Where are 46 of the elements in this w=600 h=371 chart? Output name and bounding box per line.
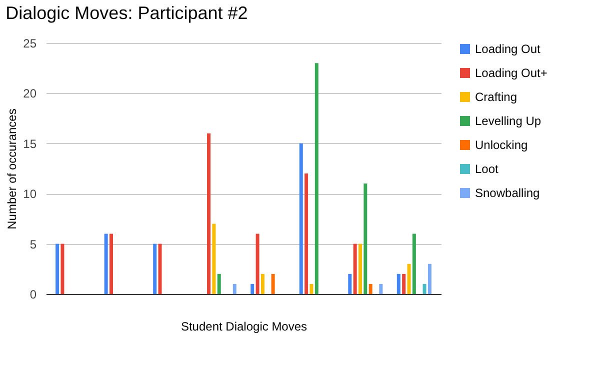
bar <box>250 284 254 294</box>
bar <box>396 274 400 294</box>
y-axis-title: Number of occurances <box>5 108 20 230</box>
bar <box>232 284 236 294</box>
bar <box>158 244 162 294</box>
bar <box>368 284 372 294</box>
bar <box>422 284 426 294</box>
bar <box>310 284 314 294</box>
bar <box>402 274 406 294</box>
y-tick-label: 25 <box>23 36 37 50</box>
y-tick-label: 15 <box>23 136 37 151</box>
bar <box>260 274 264 294</box>
x-axis-title: Student Dialogic Moves <box>180 320 308 334</box>
bar <box>217 274 221 294</box>
chart-title: Dialogic Moves: Participant #2 <box>6 3 248 23</box>
legend-label: Levelling Up <box>475 114 542 128</box>
bar <box>407 264 411 294</box>
bar <box>109 234 113 294</box>
y-tick-label: 0 <box>30 288 37 302</box>
bar <box>348 274 352 294</box>
bar <box>299 143 303 294</box>
legend-label: Loading Out <box>475 42 542 56</box>
bar <box>60 244 64 294</box>
bar <box>412 234 416 294</box>
y-tick-label: 10 <box>23 187 37 202</box>
bar <box>153 244 157 294</box>
bar <box>358 244 362 294</box>
y-tick-label: 20 <box>23 86 37 101</box>
bar <box>379 284 383 294</box>
legend-label: Unlocking <box>475 138 528 152</box>
bar <box>353 244 357 294</box>
bar <box>104 234 108 294</box>
legend-label: Snowballing <box>475 186 540 200</box>
bar <box>428 264 432 294</box>
bar <box>304 174 308 294</box>
bar <box>207 133 211 294</box>
bar <box>314 63 318 294</box>
bar <box>212 224 216 294</box>
legend-label: Loading Out+ <box>475 66 548 80</box>
bar <box>364 184 368 294</box>
legend-label: Crafting <box>475 90 518 104</box>
y-tick-label: 5 <box>30 237 37 252</box>
bar <box>256 234 260 294</box>
legend-label: Loot <box>475 162 500 176</box>
bar <box>271 274 275 294</box>
bar <box>56 244 60 294</box>
